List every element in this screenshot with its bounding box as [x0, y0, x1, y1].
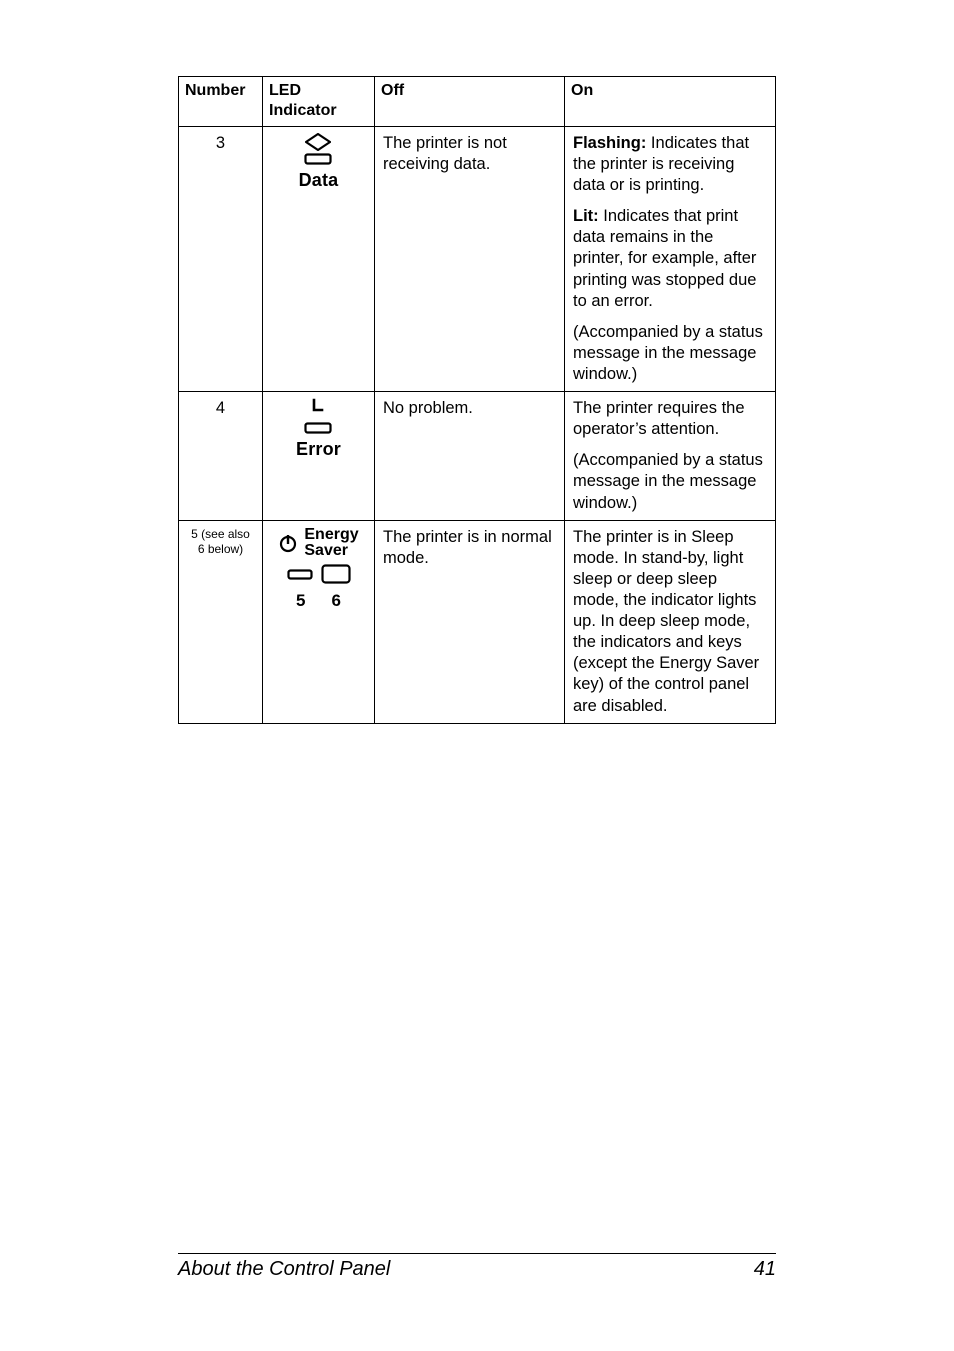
on4-p1: The printer requires the operator’s atte…	[573, 398, 767, 440]
header-off: Off	[375, 77, 565, 127]
energy-num-5: 5	[296, 590, 305, 612]
header-number: Number	[179, 77, 263, 127]
footer-page-number: 41	[754, 1258, 776, 1281]
cell-number-4: 4	[179, 392, 263, 521]
energy-button-icon	[321, 564, 351, 584]
energy-num-6: 6	[332, 590, 341, 612]
on3-p2: Lit: Indicates that print data remains i…	[573, 206, 767, 312]
cell-on-3: Flashing: Indicates that the printer is …	[565, 126, 776, 391]
cell-off-4: No problem.	[375, 392, 565, 521]
cell-led-energy: Energy Saver	[263, 520, 375, 723]
cell-led-data: Data	[263, 126, 375, 391]
table-row: 4 Error	[179, 392, 776, 521]
table-row: 5 (see also 6 below)	[179, 520, 776, 723]
led-indicator-table: Number LED Indicator Off On 3	[178, 76, 776, 724]
cell-on-4: The printer requires the operator’s atte…	[565, 392, 776, 521]
power-icon	[278, 533, 298, 553]
header-on: On	[565, 77, 776, 127]
page: Number LED Indicator Off On 3	[0, 0, 954, 1351]
on3-p3: (Accompanied by a status message in the …	[573, 322, 767, 385]
footer-title: About the Control Panel	[178, 1258, 390, 1281]
header-led: LED Indicator	[263, 77, 375, 127]
cell-led-error: Error	[263, 392, 375, 521]
cell-on-5: The printer is in Sleep mode. In stand-b…	[565, 520, 776, 723]
data-led-icon	[304, 153, 332, 165]
energy-led-icon	[287, 569, 313, 580]
energy-saver-label: Energy Saver	[304, 527, 358, 561]
table-row: 3 Data	[179, 126, 776, 391]
cell-number-3: 3	[179, 126, 263, 391]
cell-off-5: The printer is in normal mode.	[375, 520, 565, 723]
table-header-row: Number LED Indicator Off On	[179, 77, 776, 127]
on4-p2: (Accompanied by a status message in the …	[573, 450, 767, 513]
data-arrow-icon	[305, 133, 331, 151]
data-label: Data	[299, 169, 339, 192]
error-label: Error	[296, 438, 341, 461]
error-glyph-icon	[308, 398, 328, 420]
cell-off-3: The printer is not receiving data.	[375, 126, 565, 391]
page-footer: About the Control Panel 41	[178, 1253, 776, 1281]
cell-number-5: 5 (see also 6 below)	[179, 520, 263, 723]
error-led-icon	[304, 422, 332, 434]
on3-p1: Flashing: Indicates that the printer is …	[573, 133, 767, 196]
